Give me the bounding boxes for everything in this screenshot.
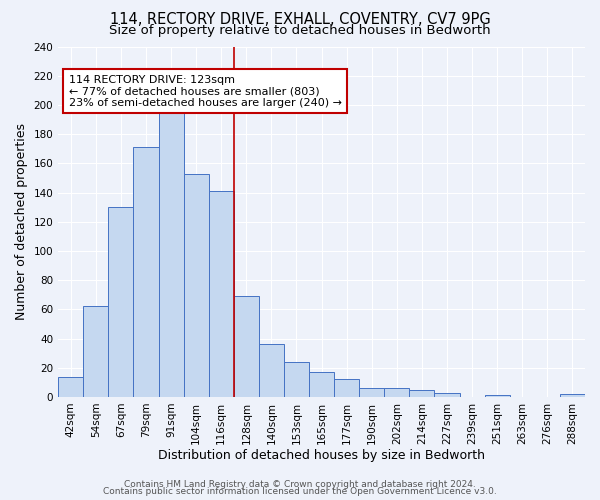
Text: Size of property relative to detached houses in Bedworth: Size of property relative to detached ho… [109,24,491,37]
Bar [184,174,209,397]
Bar [434,392,460,397]
Bar [109,207,133,397]
Text: 114, RECTORY DRIVE, EXHALL, COVENTRY, CV7 9PG: 114, RECTORY DRIVE, EXHALL, COVENTRY, CV… [110,12,490,28]
Bar [560,394,585,397]
Bar [58,376,83,397]
Bar [284,362,309,397]
Bar [385,388,409,397]
Text: 114 RECTORY DRIVE: 123sqm
← 77% of detached houses are smaller (803)
23% of semi: 114 RECTORY DRIVE: 123sqm ← 77% of detac… [69,74,342,108]
Bar [359,388,385,397]
Text: Contains HM Land Registry data © Crown copyright and database right 2024.: Contains HM Land Registry data © Crown c… [124,480,476,489]
Bar [158,105,184,397]
Bar [133,148,158,397]
Bar [309,372,334,397]
X-axis label: Distribution of detached houses by size in Bedworth: Distribution of detached houses by size … [158,450,485,462]
Text: Contains public sector information licensed under the Open Government Licence v3: Contains public sector information licen… [103,487,497,496]
Bar [259,344,284,397]
Bar [485,396,510,397]
Y-axis label: Number of detached properties: Number of detached properties [15,123,28,320]
Bar [209,191,234,397]
Bar [334,380,359,397]
Bar [234,296,259,397]
Bar [409,390,434,397]
Bar [83,306,109,397]
